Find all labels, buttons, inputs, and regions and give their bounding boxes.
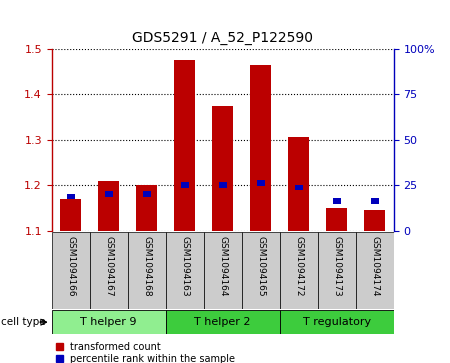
Bar xyxy=(333,198,341,204)
Text: T helper 2: T helper 2 xyxy=(194,317,251,327)
Title: GDS5291 / A_52_P122590: GDS5291 / A_52_P122590 xyxy=(132,31,313,45)
Text: GSM1094172: GSM1094172 xyxy=(294,236,303,297)
Bar xyxy=(98,181,119,231)
Bar xyxy=(180,183,189,188)
Bar xyxy=(104,192,113,197)
Bar xyxy=(174,60,195,231)
Text: GSM1094166: GSM1094166 xyxy=(66,236,75,297)
Legend: transformed count, percentile rank within the sample: transformed count, percentile rank withi… xyxy=(55,340,236,363)
Bar xyxy=(364,210,385,231)
Bar xyxy=(242,232,280,309)
Text: GSM1094163: GSM1094163 xyxy=(180,236,189,297)
Bar xyxy=(60,199,81,231)
Text: GSM1094164: GSM1094164 xyxy=(218,236,227,297)
Text: cell type: cell type xyxy=(0,317,45,327)
Bar xyxy=(212,106,233,231)
Bar xyxy=(67,194,75,199)
Bar xyxy=(128,232,166,309)
Bar xyxy=(295,185,303,190)
Bar xyxy=(166,310,280,334)
Bar xyxy=(318,232,356,309)
Bar xyxy=(136,185,157,231)
Bar xyxy=(326,208,347,231)
Bar xyxy=(250,65,271,231)
Bar xyxy=(143,192,151,197)
Bar xyxy=(166,232,204,309)
Bar xyxy=(280,310,394,334)
Bar xyxy=(52,232,90,309)
Bar xyxy=(52,310,166,334)
Text: T regulatory: T regulatory xyxy=(303,317,371,327)
Text: GSM1094174: GSM1094174 xyxy=(370,236,379,297)
Text: T helper 9: T helper 9 xyxy=(81,317,137,327)
Bar xyxy=(219,183,227,188)
Bar xyxy=(204,232,242,309)
Text: GSM1094165: GSM1094165 xyxy=(256,236,265,297)
Bar xyxy=(370,198,379,204)
Bar xyxy=(280,232,318,309)
Text: GSM1094167: GSM1094167 xyxy=(104,236,113,297)
Text: GSM1094168: GSM1094168 xyxy=(142,236,151,297)
Bar xyxy=(356,232,394,309)
Bar xyxy=(256,180,265,185)
Bar xyxy=(90,232,128,309)
Text: GSM1094173: GSM1094173 xyxy=(332,236,341,297)
Bar xyxy=(288,138,309,231)
